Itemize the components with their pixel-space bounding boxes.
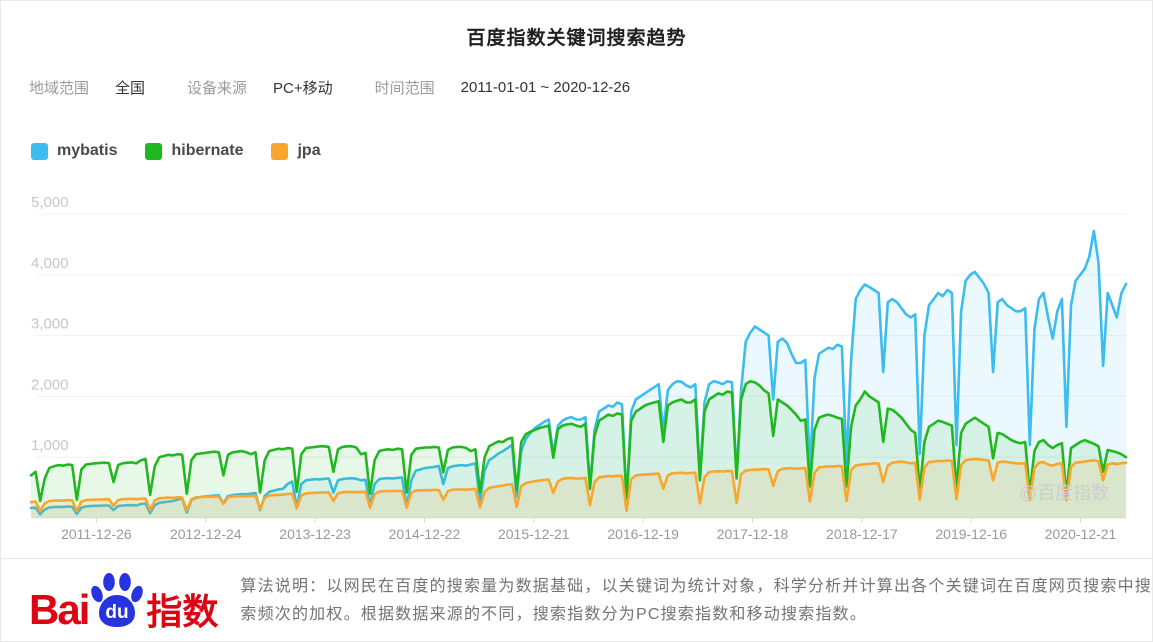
x-axis-label: 2018-12-17 [826, 526, 898, 542]
algorithm-description: 算法说明：以网民在百度的搜索量为数据基础，以关键词为统计对象，科学分析并计算出各… [240, 578, 1152, 623]
logo-bai-text: Bai [29, 586, 90, 634]
chart-legend: mybatis hibernate jpa [31, 142, 349, 160]
x-axis-label: 2012-12-24 [170, 526, 242, 542]
x-axis-label: 2016-12-19 [607, 526, 679, 542]
filter-region: 地域范围 全国 [29, 77, 145, 98]
y-axis-label: 1,000 [31, 437, 69, 454]
x-axis-label: 2020-12-21 [1045, 526, 1117, 542]
legend-swatch-mybatis [31, 142, 48, 160]
series-line-hibernate [29, 379, 1128, 503]
y-axis-label: 4,000 [31, 255, 69, 272]
legend-item-hibernate[interactable]: hibernate [145, 142, 243, 160]
filter-device-value[interactable]: PC+移动 [273, 80, 333, 97]
filter-region-label: 地域范围 [29, 80, 90, 97]
filter-bar: 地域范围 全国 设备来源 PC+移动 时间范围 2011-01-01 ~ 202… [29, 77, 672, 98]
logo-suffix-text: 指数 [146, 590, 219, 632]
filter-daterange-label: 时间范围 [374, 80, 435, 97]
legend-item-mybatis[interactable]: mybatis [31, 142, 117, 160]
y-axis-label: 2,000 [31, 376, 69, 393]
x-axis-label: 2014-12-22 [389, 526, 461, 542]
legend-label-jpa: jpa [297, 142, 321, 159]
x-axis-label: 2015-12-21 [498, 526, 570, 542]
filter-device-label: 设备来源 [187, 80, 248, 97]
legend-label-hibernate: hibernate [171, 142, 244, 159]
series-line-jpa [29, 457, 1128, 512]
filter-daterange: 时间范围 2011-01-01 ~ 2020-12-26 [375, 77, 630, 98]
baidu-index-logo[interactable]: Bai du 指数 [29, 573, 219, 634]
y-axis-label: 5,000 [31, 194, 69, 211]
page-title: 百度指数关键词搜索趋势 [466, 28, 687, 49]
svg-text:du: du [106, 602, 129, 623]
footer: Bai du 指数 算法说明：以网民在百度的搜索量为数据基础，以关键词为统计对象… [1, 558, 1152, 641]
filter-device: 设备来源 PC+移动 [187, 77, 333, 98]
legend-swatch-hibernate [145, 142, 163, 160]
x-axis-label: 2017-12-18 [717, 526, 789, 542]
x-axis-label: 2013-12-23 [279, 526, 351, 542]
x-axis-label: 2019-12-16 [935, 526, 1007, 542]
filter-region-value[interactable]: 全国 [115, 80, 146, 97]
y-axis-label: 3,000 [31, 316, 69, 333]
legend-swatch-jpa [271, 142, 289, 160]
x-axis-label: 2011-12-26 [61, 526, 132, 542]
filter-daterange-value[interactable]: 2011-01-01 ~ 2020-12-26 [460, 79, 631, 96]
baidu-paw-icon: du [90, 573, 144, 629]
legend-label-mybatis: mybatis [57, 142, 118, 159]
chart-watermark: @百度指数 [1019, 483, 1109, 503]
legend-item-jpa[interactable]: jpa [271, 142, 321, 160]
